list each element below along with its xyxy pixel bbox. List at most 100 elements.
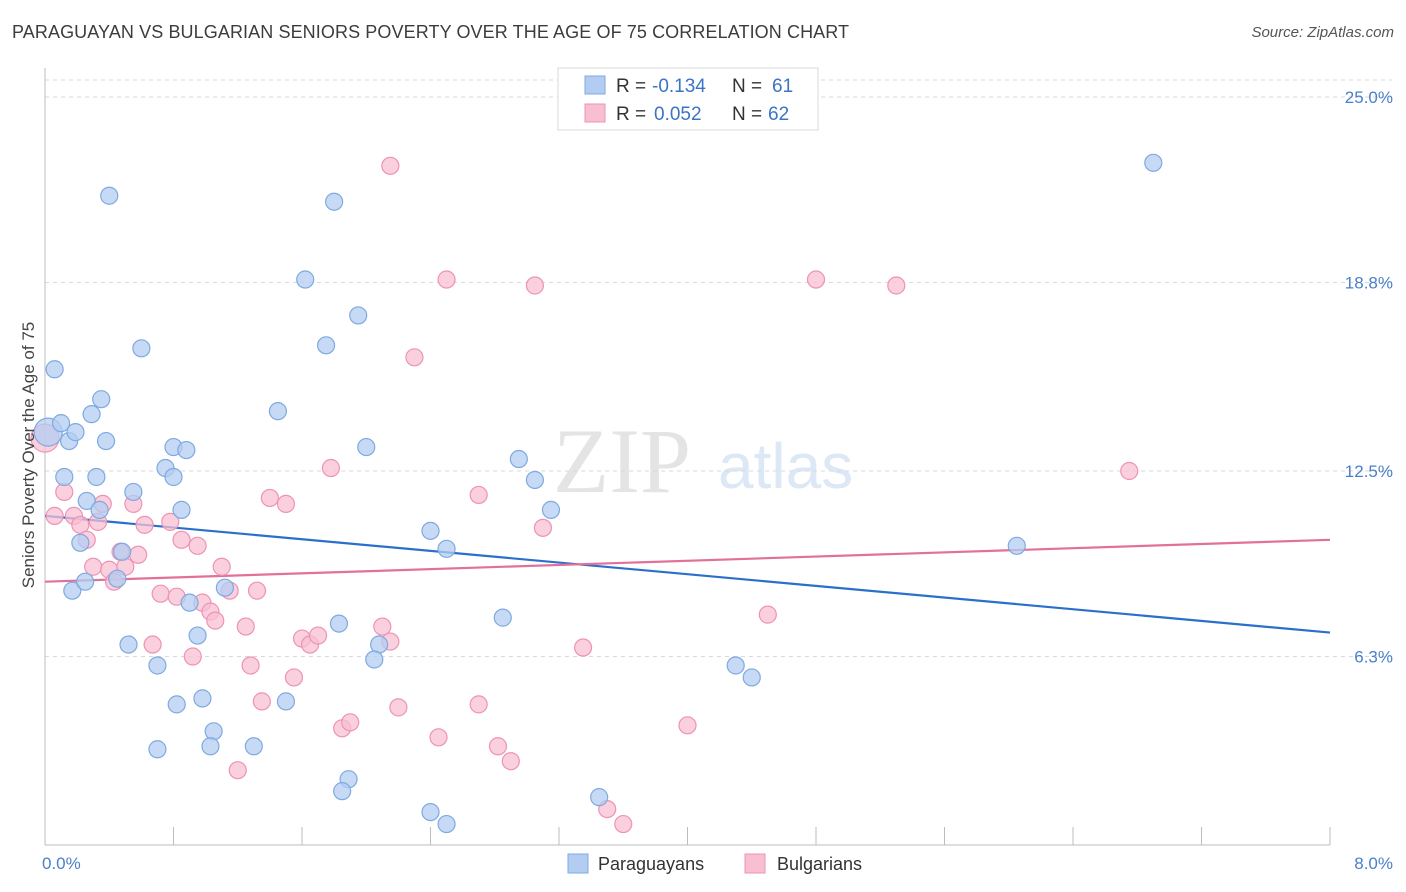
- paraguayans-point: [51, 414, 71, 433]
- bulgarians-point: [71, 515, 90, 534]
- bulgarians-point: [212, 557, 231, 576]
- paraguayans-point: [90, 500, 109, 519]
- bulgarians-point: [437, 270, 456, 289]
- bulgarians-point: [228, 761, 247, 780]
- legend-swatch-paraguayans: [584, 75, 606, 95]
- paraguayans-point: [742, 668, 761, 687]
- paraguayans-point: [316, 336, 336, 355]
- bulgarians-point: [381, 156, 400, 175]
- gridlines: [45, 79, 1392, 658]
- bulgarians-point: [236, 617, 255, 636]
- paraguayans-point: [177, 440, 196, 460]
- paraguayans-point: [82, 405, 101, 424]
- paraguayans-point: [325, 192, 344, 211]
- paraguayans-point: [365, 650, 384, 669]
- bulgarians-point: [183, 647, 202, 666]
- paraguayans-point: [71, 533, 90, 552]
- paraguayans-point: [509, 449, 528, 469]
- watermark-atlas: atlas: [718, 430, 853, 502]
- paraguayans-point: [76, 572, 95, 591]
- paraguayans-point: [148, 656, 167, 675]
- trend-lines: [44, 514, 1331, 634]
- bulgarians-point: [321, 458, 341, 478]
- paraguayans-point: [437, 539, 456, 558]
- bulgarians-point: [389, 698, 408, 717]
- paraguayans-point: [201, 737, 220, 756]
- paraguayans-point: [77, 491, 96, 511]
- bulgarians-point: [247, 581, 267, 600]
- legend-n-label-1: N =: [732, 76, 762, 97]
- bulgarians-point: [135, 515, 154, 534]
- bulgarians-point: [488, 737, 508, 756]
- bulgarians-point: [469, 695, 488, 714]
- paraguayans-point: [92, 390, 111, 409]
- paraguayans-point: [215, 578, 234, 597]
- paraguayans-point: [172, 500, 191, 519]
- paraguayans-point: [493, 608, 512, 627]
- bulgarians-point: [188, 536, 207, 555]
- bulgarians-point: [129, 545, 148, 564]
- series-legend-swatch-paraguayans: [567, 853, 589, 874]
- bulgarians-point: [252, 692, 271, 711]
- paraguayans-point: [132, 339, 151, 358]
- paraguayans-point: [45, 360, 64, 379]
- paraguayans-point: [276, 692, 296, 711]
- bulgarians-point: [143, 635, 162, 654]
- bulgarians-point: [276, 494, 296, 514]
- bulgarians-point: [429, 728, 448, 747]
- y-tick-labels: 6.3% 12.5% 18.8% 25.0%: [1345, 88, 1393, 667]
- paraguayans-point: [180, 593, 199, 612]
- legend-r-label-2: R =: [616, 104, 646, 125]
- paraguayans-point: [164, 467, 183, 487]
- bulgarians-point: [806, 270, 826, 289]
- paraguayans-point: [193, 689, 212, 708]
- paraguayans-point: [112, 542, 132, 561]
- bulgarians-point: [405, 348, 424, 367]
- bulgarians-point: [373, 617, 392, 636]
- stats-legend: R = -0.134 N = 61 R = 0.052 N = 62: [557, 67, 819, 131]
- series-legend-swatch-bulgarians: [744, 853, 766, 874]
- legend-n-value-1: 61: [772, 76, 793, 97]
- series-legend-label-bulgarians: Bulgarians: [777, 854, 862, 874]
- paraguayans-point: [437, 814, 456, 834]
- series-legend: Paraguayans Bulgarians: [567, 853, 862, 874]
- legend-r-label-1: R =: [616, 76, 646, 97]
- bulgarians-point: [1120, 461, 1139, 481]
- bulgarians-point: [887, 276, 906, 295]
- paraguayans-point: [1007, 536, 1026, 555]
- bulgarians-point: [161, 512, 180, 531]
- paraguayans-point: [541, 500, 561, 519]
- paraguayans-point: [349, 306, 368, 325]
- trend-line-paraguayans: [44, 514, 1331, 634]
- paraguayans-point: [204, 722, 223, 741]
- paraguayans-point: [96, 431, 116, 451]
- watermark: ZIP atlas: [553, 410, 853, 512]
- paraguayans-point: [188, 626, 207, 645]
- bulgarians-point: [573, 638, 593, 657]
- bulgarians-point: [533, 518, 553, 537]
- paraguayans-point: [244, 737, 263, 756]
- bulgarians-point: [501, 752, 520, 771]
- paraguayans-point: [100, 186, 119, 205]
- paraguayans-point: [108, 569, 127, 588]
- y-tick-label: 25.0%: [1345, 88, 1393, 107]
- paraguayans-point: [87, 467, 106, 487]
- chart-title: PARAGUAYAN VS BULGARIAN SENIORS POVERTY …: [12, 22, 850, 42]
- paraguayans-point: [268, 402, 288, 421]
- x-tick-label-min: 0.0%: [42, 854, 81, 873]
- paraguayans-point: [55, 467, 74, 487]
- legend-swatch-bulgarians: [584, 103, 606, 123]
- paraguayans-point: [726, 656, 745, 675]
- paraguayans-point: [333, 782, 352, 801]
- watermark-zip: ZIP: [553, 410, 691, 512]
- bulgarians-point: [84, 557, 103, 576]
- y-tick-label: 18.8%: [1345, 274, 1393, 293]
- bulgarians-point: [308, 626, 328, 645]
- x-tick-label-max: 8.0%: [1354, 854, 1393, 873]
- paraguayans-point: [124, 482, 143, 502]
- paraguayans-point: [1144, 153, 1163, 172]
- paraguayans-point: [119, 635, 138, 654]
- paraguayans-point: [329, 614, 349, 633]
- y-tick-label: 6.3%: [1354, 648, 1393, 667]
